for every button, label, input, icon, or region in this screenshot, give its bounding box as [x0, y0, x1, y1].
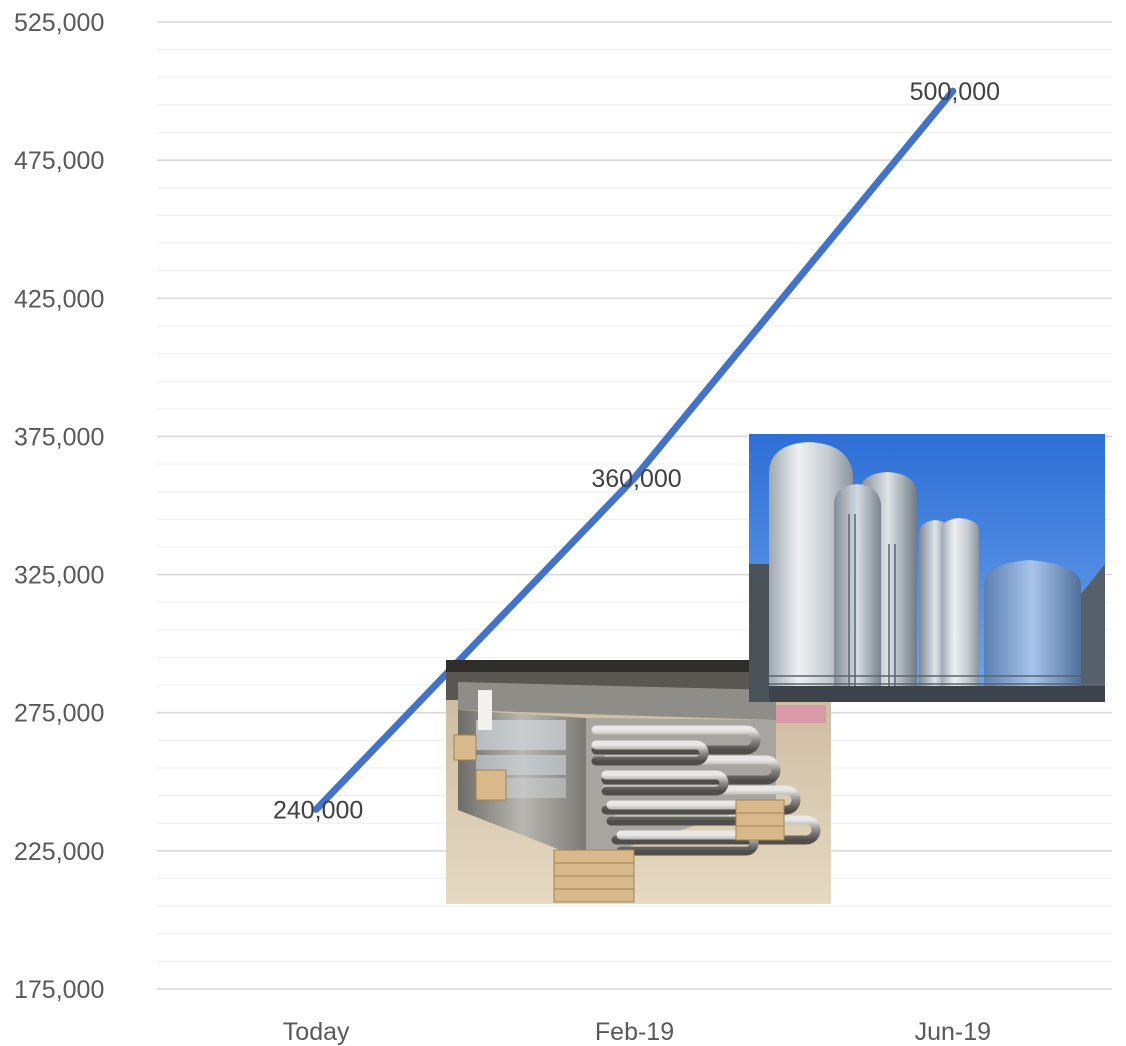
y-tick-label: 525,000: [14, 9, 104, 37]
x-axis-tick-labels: Today Feb-19 Jun-19: [283, 1018, 991, 1046]
heat-exchanger-photo: [446, 660, 831, 904]
y-tick-label: 175,000: [14, 976, 104, 1004]
y-axis-tick-labels: 175,000 225,000 275,000 325,000 375,000 425,0…: [14, 9, 104, 1004]
x-tick-label: Today: [283, 1018, 350, 1046]
storage-silos-illustration: [749, 434, 1105, 702]
series-lines: [312, 87, 957, 813]
data-label: 360,000: [591, 465, 681, 493]
data-labels: 240,000 360,000 500,000: [273, 78, 1000, 824]
series-line: [312, 87, 957, 813]
x-tick-label: Feb-19: [595, 1018, 674, 1046]
y-tick-label: 275,000: [14, 700, 104, 728]
y-tick-label: 425,000: [14, 285, 104, 313]
x-tick-label: Jun-19: [915, 1018, 991, 1046]
storage-silos-photo: [749, 434, 1105, 702]
heat-exchanger-illustration: [446, 660, 831, 904]
y-tick-label: 225,000: [14, 838, 104, 866]
y-tick-label: 375,000: [14, 423, 104, 451]
data-label: 500,000: [910, 78, 1000, 106]
data-label: 240,000: [273, 796, 363, 824]
y-tick-label: 475,000: [14, 147, 104, 175]
y-tick-label: 325,000: [14, 562, 104, 590]
